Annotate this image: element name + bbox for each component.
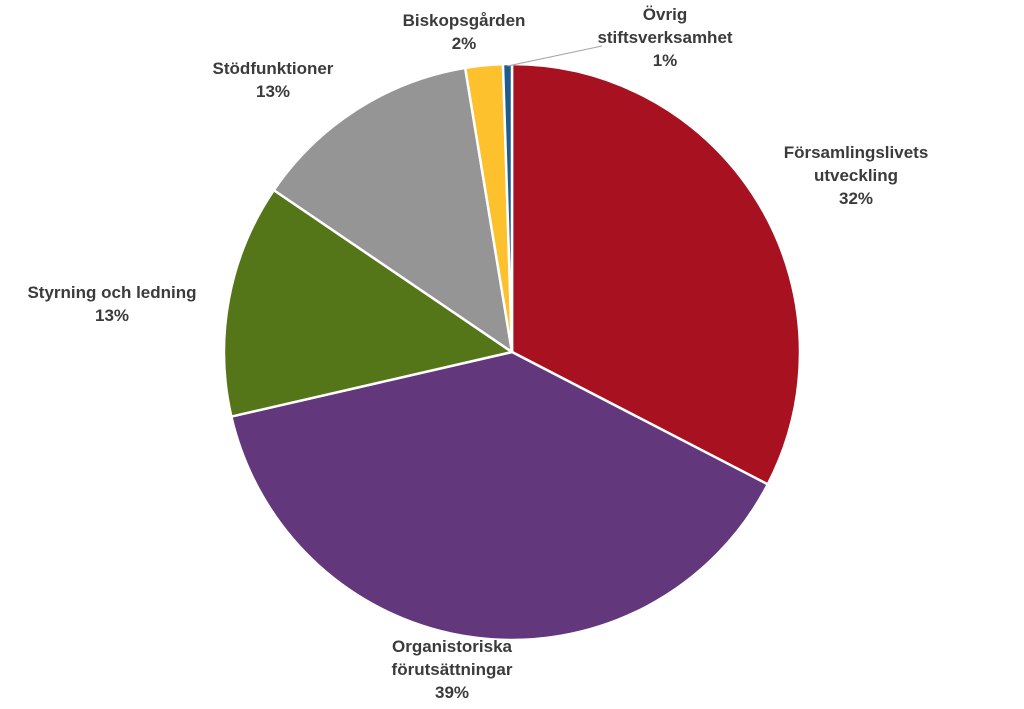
- pie-slice-3: [272, 66, 514, 354]
- pie-slice-2: [222, 188, 514, 418]
- slice-name-line-4-0: Biskopsgården: [403, 11, 526, 30]
- slice-label-0: Församlingslivets utveckling 32%: [784, 143, 929, 208]
- slice-percent-0: 32%: [839, 189, 873, 208]
- slice-label-1: Organistoriska förutsättningar 39%: [392, 637, 513, 702]
- slice-percent-2: 13%: [95, 306, 129, 325]
- slice-name-line-2-0: Styrning och ledning: [27, 283, 196, 302]
- slice-name-line-0-1: utveckling: [814, 166, 898, 185]
- slice-label-4: Biskopsgården 2%: [403, 11, 526, 53]
- leader-line-5: [507, 45, 603, 67]
- slices-group: [222, 62, 802, 642]
- labels-group: Församlingslivets utveckling 32% Organistor…: [27, 5, 928, 702]
- leader-lines-group: [507, 45, 603, 67]
- slice-name-line-3-0: Stödfunktioner: [213, 59, 334, 78]
- slice-percent-4: 2%: [452, 34, 477, 53]
- slice-percent-3: 13%: [256, 82, 290, 101]
- slice-percent-1: 39%: [435, 683, 469, 702]
- slice-label-5: Övrig stiftsverksamhet 1%: [597, 5, 732, 70]
- pie-slice-0: [510, 62, 802, 486]
- slice-name-line-5-1: stiftsverksamhet: [597, 28, 732, 47]
- slice-label-2: Styrning och ledning 13%: [27, 283, 196, 325]
- slice-name-line-0-0: Församlingslivets: [784, 143, 929, 162]
- slice-percent-5: 1%: [653, 51, 678, 70]
- pie-slice-5: [501, 62, 514, 354]
- slice-name-line-1-0: Organistoriska: [392, 637, 513, 656]
- slice-name-line-5-0: Övrig: [643, 5, 687, 24]
- slice-name-line-1-1: förutsättningar: [392, 660, 513, 679]
- slice-label-3: Stödfunktioner 13%: [213, 59, 334, 101]
- pie-slice-1: [230, 350, 770, 642]
